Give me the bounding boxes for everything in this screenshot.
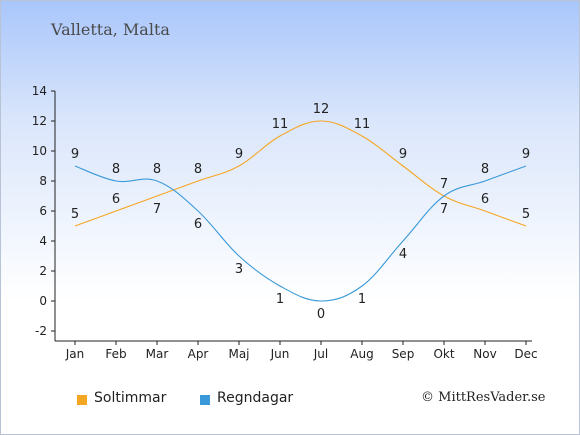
data-label-sun: 11 [272,117,289,132]
y-tick-label: 10 [32,144,47,158]
x-tick-label: Jun [270,347,290,361]
data-label-sun: 11 [354,117,371,132]
y-tick-label: -2 [35,324,47,338]
data-label-sun: 6 [112,192,120,207]
data-label-rain: 0 [317,307,325,322]
series-line-sun [74,120,527,227]
x-tick-label: Aug [350,347,373,361]
legend-swatch-sun [77,395,87,405]
y-tick-label: 8 [39,174,47,188]
x-tick-label: Dec [514,347,537,361]
data-label-rain: 4 [399,247,407,262]
data-label-sun: 5 [71,207,79,222]
data-label-sun: 9 [399,147,407,162]
y-tick-label: 4 [39,234,47,248]
data-label-sun: 6 [481,192,489,207]
data-label-rain: 7 [440,202,448,217]
data-label-rain: 8 [112,162,120,177]
y-tick-label: 0 [39,294,47,308]
data-label-rain: 8 [153,162,161,177]
series-lines [74,120,527,302]
data-label-sun: 7 [153,202,161,217]
y-tick-label: 2 [39,264,47,278]
data-label-sun: 9 [235,147,243,162]
data-label-rain: 3 [235,262,243,277]
data-label-rain: 1 [276,292,284,307]
data-label-sun: 5 [522,207,530,222]
x-tick-label: Mar [146,347,169,361]
legend-label-sun: Soltimmar [94,390,167,406]
x-tick-label: Okt [433,347,454,361]
y-tick-label: 12 [32,114,47,128]
x-tick-label: Sep [392,347,415,361]
x-tick-label: Maj [228,347,249,361]
y-tick-label: 6 [39,204,47,218]
data-label-sun: 7 [440,177,448,192]
legend-label-rain: Regndagar [217,390,294,406]
x-tick-label: Nov [473,347,496,361]
x-tick-label: Jan [65,347,85,361]
copyright-text: © MittResVader.se [421,390,546,405]
x-tick-label: Apr [188,347,209,361]
data-label-rain: 8 [481,162,489,177]
data-label-rain: 1 [358,292,366,307]
chart-title: Valletta, Malta [51,20,170,39]
x-tick-label: Feb [105,347,126,361]
data-label-sun: 8 [194,162,202,177]
data-label-rain: 6 [194,217,202,232]
data-label-rain: 9 [522,147,530,162]
series-line-rain [74,165,527,302]
data-label-sun: 12 [313,102,330,117]
x-tick-label: Jul [313,347,328,361]
legend-swatch-rain [200,395,210,405]
y-tick-label: 14 [32,84,47,98]
data-label-rain: 9 [71,147,79,162]
